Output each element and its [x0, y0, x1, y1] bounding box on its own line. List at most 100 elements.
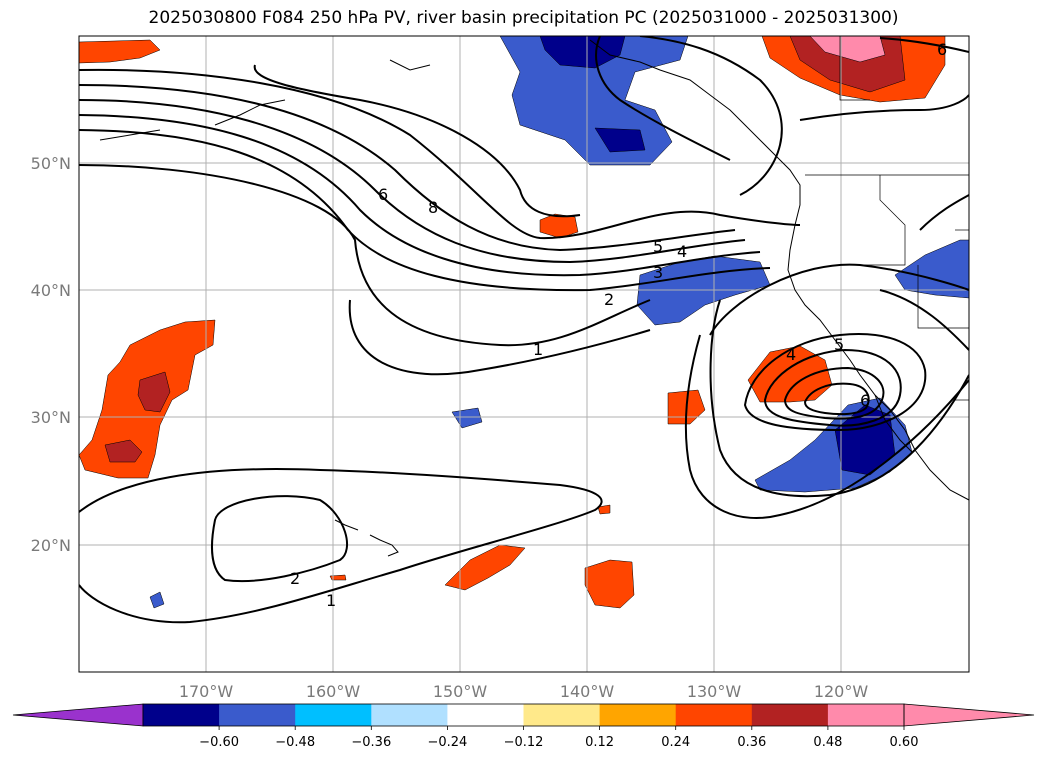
- colorbar-tick-label: −0.60: [199, 735, 239, 750]
- colorbar-segment: [447, 704, 524, 726]
- pv-contour: [803, 382, 870, 416]
- precip-area: [149, 591, 165, 609]
- colorbar-segment: [827, 704, 905, 726]
- lat-label: 20°N: [31, 536, 71, 555]
- colorbar: −0.60 −0.48 −0.36 −0.24 −0.12 0.12 0.24 0.36 0.4…: [12, 703, 1035, 750]
- pv-contour: [684, 334, 969, 519]
- precip-area: [499, 36, 689, 166]
- colorbar-tick-label: −0.36: [351, 735, 391, 750]
- colorbar-segment: [219, 704, 296, 726]
- border: [917, 265, 969, 329]
- pv-contour: [79, 468, 603, 624]
- pv-contour: [879, 37, 969, 53]
- pv-contour: [879, 289, 969, 351]
- colorbar-extend-high: [903, 703, 1035, 727]
- colorbar-segment: [599, 704, 677, 726]
- contour-label: 1: [533, 340, 543, 359]
- colorbar-segment: [751, 704, 829, 726]
- lat-label: 30°N: [31, 408, 71, 427]
- lat-labels: 50°N 40°N 30°N 20°N: [31, 154, 71, 555]
- colorbar-tick-label: 0.48: [813, 735, 842, 750]
- coastline: [369, 534, 399, 557]
- lon-label: 160°W: [306, 682, 361, 701]
- pv-contour: [211, 495, 349, 583]
- lon-label: 150°W: [433, 682, 488, 701]
- contour-label: 4: [786, 345, 796, 364]
- pv-contour: [709, 263, 969, 336]
- colorbar-tick-label: −0.48: [275, 735, 315, 750]
- pv-contour: [799, 94, 969, 121]
- colorbar-segment: [143, 704, 220, 726]
- precip-area: [584, 559, 635, 609]
- precip-area: [539, 36, 626, 69]
- coastline: [389, 59, 431, 71]
- contour-label: 6: [378, 185, 388, 204]
- precip-area: [79, 39, 161, 64]
- pv-contour: [348, 299, 651, 376]
- precip-area: [137, 371, 171, 413]
- pv-contour: [253, 64, 581, 218]
- pv-contour: [79, 68, 801, 240]
- coastline: [214, 99, 286, 126]
- colorbar-tick-label: 0.60: [890, 735, 919, 750]
- precip-area: [451, 407, 483, 429]
- precip-area: [809, 36, 886, 63]
- pv-contour: [783, 366, 885, 420]
- pv-contour: [709, 299, 969, 498]
- pv-contour: [79, 164, 651, 347]
- border: [835, 175, 906, 266]
- lon-label: 130°W: [687, 682, 742, 701]
- colorbar-tick-label: −0.24: [427, 735, 467, 750]
- contour-label: 2: [604, 290, 614, 309]
- lat-label: 40°N: [31, 281, 71, 300]
- lon-label: 140°W: [560, 682, 615, 701]
- lon-label: 120°W: [814, 682, 869, 701]
- graticule: [79, 36, 969, 672]
- pv-contour: [79, 84, 736, 252]
- pv-contours: [79, 36, 969, 624]
- map-title: 2025030800 F084 250 hPa PV, river basin …: [148, 8, 899, 28]
- colorbar-segment: [371, 704, 448, 726]
- precip-area: [104, 439, 143, 463]
- precip-area: [329, 574, 347, 581]
- contour-label: 8: [428, 198, 438, 217]
- border: [839, 36, 870, 101]
- precip-area: [894, 239, 969, 299]
- contour-label: 6: [860, 391, 870, 410]
- contour-labels: 6 8 5 4 3 2 1 2 1 4 5 6 6: [290, 40, 947, 610]
- map-frame: [78, 35, 970, 673]
- pv-contour: [919, 194, 969, 231]
- coastline: [334, 519, 359, 531]
- colorbar-extend-low: [12, 703, 144, 727]
- contour-label: 1: [326, 591, 336, 610]
- coastline: [99, 129, 161, 141]
- pv-contour: [79, 99, 746, 264]
- contour-label: 4: [677, 242, 687, 261]
- colorbar-segment: [523, 704, 601, 726]
- precip-area: [597, 504, 611, 515]
- precip-area: [539, 213, 579, 239]
- pv-contour: [639, 36, 783, 196]
- pv-contour: [79, 129, 771, 292]
- precip-fields: [79, 36, 969, 609]
- contour-label: 5: [834, 335, 844, 354]
- colorbar-tick-label: 0.12: [585, 735, 614, 750]
- colorbar-segment: [675, 704, 753, 726]
- pv-contour: [763, 348, 902, 427]
- colorbar-tick-label: 0.36: [737, 735, 766, 750]
- pv-contour: [743, 333, 927, 432]
- contour-label: 2: [290, 569, 300, 588]
- colorbar-tick-label: 0.24: [661, 735, 690, 750]
- precip-area: [594, 127, 646, 153]
- precip-area: [444, 544, 526, 591]
- contour-label: 6: [937, 40, 947, 59]
- pv-contour: [595, 36, 731, 161]
- pv-contour: [79, 114, 761, 277]
- contour-label: 5: [653, 237, 663, 256]
- contour-label: 3: [653, 263, 663, 282]
- lon-label: 170°W: [179, 682, 234, 701]
- borders: [805, 36, 969, 401]
- lat-label: 50°N: [31, 154, 71, 173]
- colorbar-segment: [295, 704, 372, 726]
